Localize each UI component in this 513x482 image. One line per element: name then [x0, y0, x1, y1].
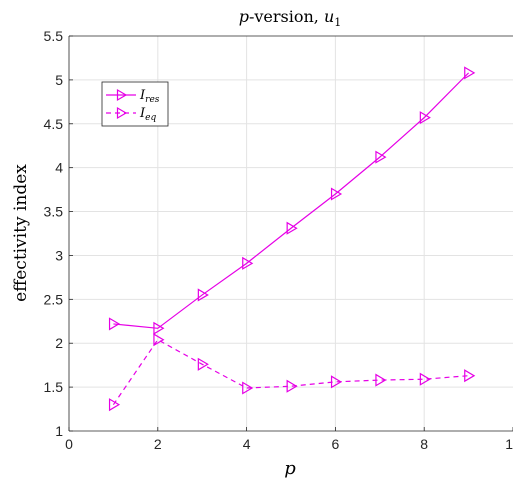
legend-label-res: Ires — [139, 88, 160, 105]
data-point-eq — [375, 373, 387, 387]
x-tick-label: 6 — [332, 436, 340, 452]
y-tick-label: 3 — [55, 247, 63, 263]
axes-frame — [68, 35, 513, 432]
legend-box — [101, 81, 169, 127]
y-tick-label: 5.5 — [44, 28, 64, 44]
data-point-res — [153, 321, 165, 335]
title-subscript: 1 — [334, 16, 341, 29]
y-tick-label: 1 — [55, 423, 63, 439]
y-tick-label: 4.5 — [44, 116, 64, 132]
data-point-res — [330, 187, 343, 201]
y-tick-label: 2 — [55, 335, 63, 351]
data-point-res — [286, 221, 298, 235]
data-point-eq — [464, 369, 476, 383]
title-italic-part: p — [239, 7, 249, 26]
series-line-res — [113, 72, 470, 329]
data-point-res — [108, 317, 121, 331]
data-point-eq — [197, 357, 209, 371]
x-tick-label: 2 — [154, 436, 162, 452]
series-layer — [108, 66, 476, 412]
x-axis-label: p — [284, 458, 296, 479]
title-variable: u — [324, 7, 334, 26]
data-point-res — [375, 150, 387, 164]
data-point-eq — [330, 375, 343, 389]
axis-ticks: 0 2 4 6 8 10 1 1.5 2 2.5 3 3.5 4 4.5 5 5.5 — [44, 28, 513, 452]
data-point-eq — [108, 398, 121, 412]
data-point-res — [464, 66, 476, 80]
data-point-eq — [242, 381, 254, 395]
x-tick-label: 10 — [505, 436, 513, 452]
chart-title: p-version, u1 — [239, 7, 342, 29]
y-tick-label: 4 — [55, 160, 63, 176]
title-text-part: -version, — [249, 7, 324, 26]
series-line-eq — [112, 338, 469, 406]
y-tick-label: 3.5 — [44, 204, 64, 220]
data-point-res — [242, 256, 254, 270]
data-point-eq — [153, 333, 165, 347]
data-point-eq — [419, 372, 431, 386]
x-tick-label: 4 — [243, 436, 251, 452]
data-point-res — [197, 288, 209, 302]
y-tick-label: 2.5 — [44, 291, 64, 307]
y-axis-label: effectivity index — [11, 164, 31, 302]
y-tick-label: 1.5 — [44, 379, 64, 395]
legend-label-eq: Ieq — [139, 106, 156, 123]
grid — [69, 36, 513, 431]
x-tick-label: 0 — [65, 436, 73, 452]
legend-marker-res — [116, 88, 128, 102]
data-point-eq — [286, 379, 298, 393]
x-tick-label: 8 — [420, 436, 428, 452]
data-point-res — [419, 111, 431, 125]
y-tick-label: 5 — [55, 72, 63, 88]
legend-marker-eq — [116, 106, 128, 120]
